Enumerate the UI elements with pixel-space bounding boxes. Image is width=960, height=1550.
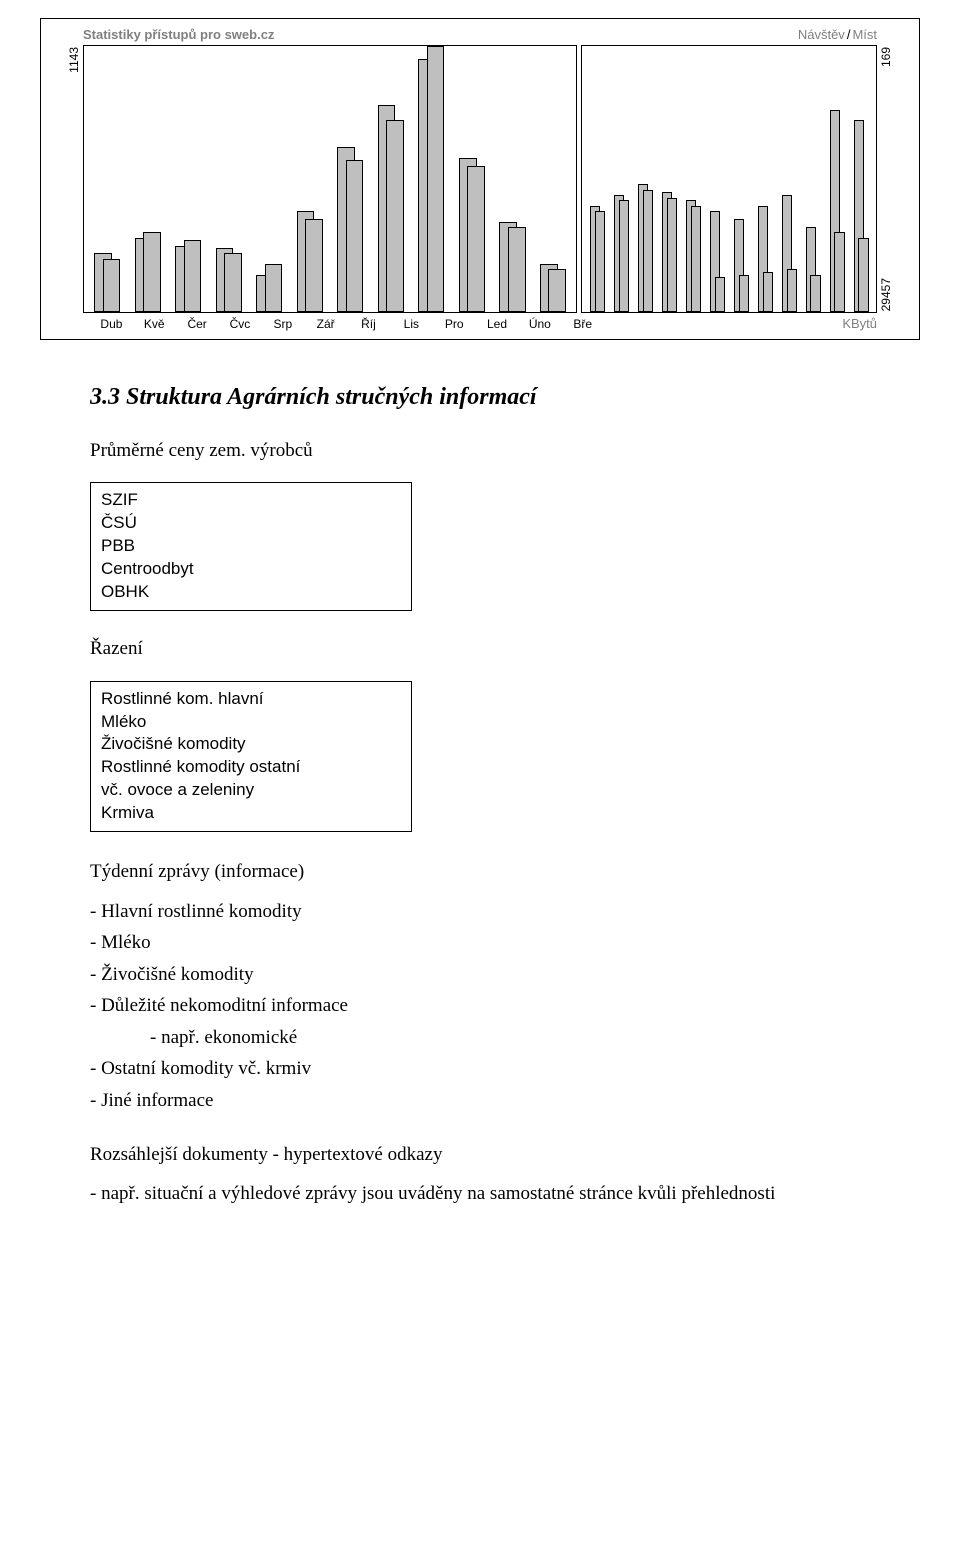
list-item: - Živočišné komodity: [90, 961, 870, 989]
list-item: - Mléko: [90, 929, 870, 957]
month-label: Led: [477, 317, 518, 331]
paragraph-1: Průměrné ceny zem. výrobců: [90, 437, 870, 465]
box-line: ČSÚ: [101, 512, 401, 535]
bar-group: [658, 46, 680, 312]
legend-sites: Míst: [852, 27, 877, 42]
chart-plot-row: [83, 45, 877, 313]
bar-group: [88, 46, 127, 312]
bar-group: [534, 46, 573, 312]
month-axis: DubKvěČerČvcSrpZářŘíjLisProLedÚnoBře: [87, 317, 913, 331]
box-line: Živočišné komodity: [101, 733, 401, 756]
bar-group: [778, 46, 800, 312]
box-line: OBHK: [101, 581, 401, 604]
bar-group: [169, 46, 208, 312]
bar-group: [453, 46, 492, 312]
month-label: Čvc: [220, 317, 261, 331]
bar: [810, 275, 820, 312]
bar: [184, 240, 202, 312]
legend-visits: Návštěv: [798, 27, 845, 42]
chart-left-panel: [83, 45, 577, 313]
bar: [548, 269, 566, 312]
box-sources: SZIFČSÚPBBCentroodbytOBHK: [90, 482, 412, 611]
box-line: PBB: [101, 535, 401, 558]
bar-group: [850, 46, 872, 312]
bar: [508, 227, 526, 312]
list-item: - Jiné informace: [90, 1087, 870, 1115]
bar: [834, 232, 844, 312]
bar-group: [586, 46, 608, 312]
bar: [858, 238, 868, 312]
bar-group: [372, 46, 411, 312]
bar: [143, 232, 161, 312]
bar: [427, 46, 445, 312]
bar-group: [682, 46, 704, 312]
left-axis-max: 1143: [67, 47, 81, 73]
bar-group: [493, 46, 532, 312]
list-subitem: - např. ekonomické: [150, 1024, 870, 1052]
bar: [467, 166, 485, 312]
bar-group: [730, 46, 752, 312]
month-label: Dub: [91, 317, 132, 331]
list-item: - Hlavní rostlinné komodity: [90, 898, 870, 926]
bar: [305, 219, 323, 312]
bar: [763, 272, 773, 312]
bar: [643, 190, 653, 312]
bar: [619, 200, 629, 312]
month-label: Lis: [391, 317, 432, 331]
section-heading: 3.3 Struktura Agrárních stručných inform…: [90, 380, 870, 415]
bar: [265, 264, 283, 312]
bar-group: [129, 46, 168, 312]
paragraph-5: - např. situační a výhledové zprávy jsou…: [90, 1180, 870, 1208]
box-line: Mléko: [101, 711, 401, 734]
bar-group: [331, 46, 370, 312]
bar-group: [706, 46, 728, 312]
right-axis-max-2: 29457: [879, 278, 893, 311]
month-label: Pro: [434, 317, 475, 331]
bar: [346, 160, 364, 312]
box-line: SZIF: [101, 489, 401, 512]
bar: [787, 269, 797, 312]
month-label: Čer: [177, 317, 218, 331]
paragraph-4: Rozsáhlejší dokumenty - hypertextové odk…: [90, 1141, 870, 1169]
box-line: vč. ovoce a zeleniny: [101, 779, 401, 802]
month-label: Kvě: [134, 317, 175, 331]
bar-group: [610, 46, 632, 312]
month-label: Zář: [305, 317, 346, 331]
bar-group: [291, 46, 330, 312]
chart-right-panel: [581, 45, 877, 313]
chart-title: Statistiky přístupů pro sweb.cz: [83, 27, 274, 42]
bar: [103, 259, 121, 312]
stats-chart: Statistiky přístupů pro sweb.cz Návštěv/…: [40, 18, 920, 340]
box-line: Krmiva: [101, 802, 401, 825]
month-label: Úno: [519, 317, 560, 331]
chart-top-right-legend: Návštěv/Míst: [798, 27, 877, 42]
bar: [224, 253, 242, 312]
box-line: Rostlinné kom. hlavní: [101, 688, 401, 711]
list-item: - Důležité nekomoditní informace: [90, 992, 870, 1020]
bar-group: [210, 46, 249, 312]
paragraph-2: Řazení: [90, 635, 870, 663]
right-axis-max: 169: [879, 47, 893, 67]
bar-group: [412, 46, 451, 312]
bar-group: [826, 46, 848, 312]
bar: [691, 206, 701, 312]
document-body: 3.3 Struktura Agrárních stručných inform…: [90, 380, 870, 1208]
bar: [739, 275, 749, 312]
bar: [667, 198, 677, 312]
list-item: - Ostatní komodity vč. krmiv: [90, 1055, 870, 1083]
bar: [595, 211, 605, 312]
month-label: Bře: [562, 317, 603, 331]
paragraph-3: Týdenní zprávy (informace): [90, 858, 870, 886]
bar-group: [802, 46, 824, 312]
box-line: Centroodbyt: [101, 558, 401, 581]
bar-group: [754, 46, 776, 312]
bar: [715, 277, 725, 312]
box-line: Rostlinné komodity ostatní: [101, 756, 401, 779]
month-label: Srp: [262, 317, 303, 331]
bar-group: [250, 46, 289, 312]
bar: [386, 120, 404, 312]
box-ordering: Rostlinné kom. hlavníMlékoŽivočišné komo…: [90, 681, 412, 833]
month-label: Říj: [348, 317, 389, 331]
bar-group: [634, 46, 656, 312]
